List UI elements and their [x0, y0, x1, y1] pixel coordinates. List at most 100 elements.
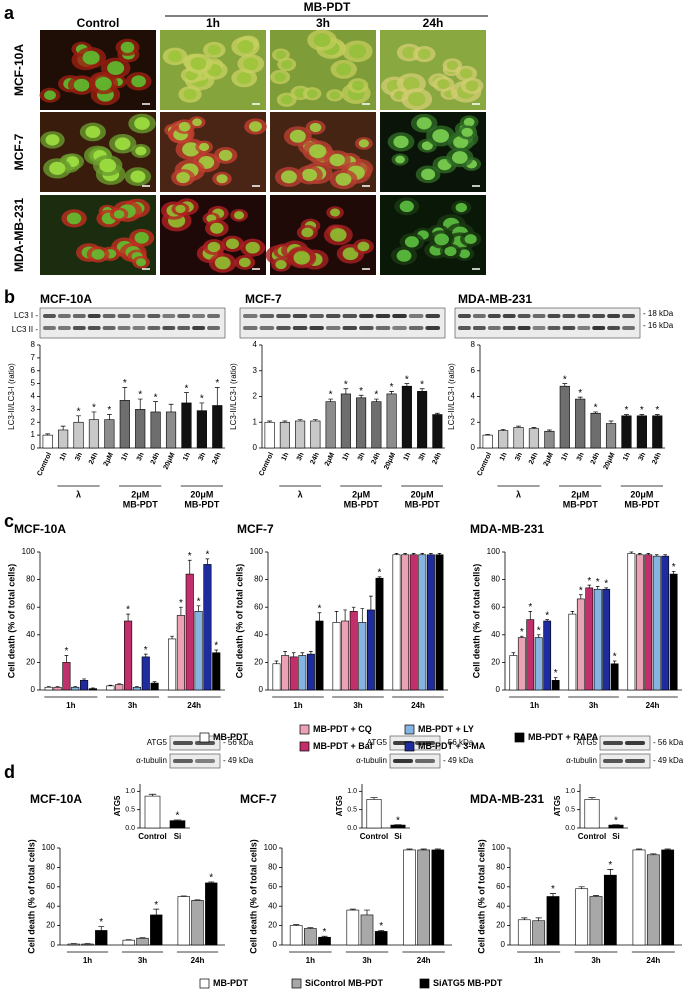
significance-marker: *: [214, 641, 218, 652]
chart-title: MCF-10A: [14, 522, 66, 536]
significance-marker: *: [604, 579, 608, 590]
blot-band: [147, 314, 161, 318]
blot-band: [72, 326, 86, 330]
bar: [401, 554, 410, 691]
blot-band: [309, 314, 324, 318]
blot-band: [325, 314, 341, 318]
blot-band: [162, 326, 176, 330]
blot-band: [87, 314, 101, 318]
error-bar: [137, 398, 143, 410]
cell-nucleus: [134, 232, 149, 244]
y-tick-label: 2: [471, 417, 476, 426]
cell-nucleus: [91, 249, 105, 260]
cell-nucleus: [330, 208, 341, 217]
error-bar: [153, 401, 159, 412]
bar: [205, 882, 218, 946]
error-bar: [98, 926, 105, 931]
error-bar: [205, 558, 210, 565]
bar: [401, 385, 412, 449]
error-bar: [406, 848, 413, 850]
blot-band: [192, 326, 206, 330]
error-bar: [437, 553, 442, 555]
y-tick-label: 4: [253, 340, 258, 349]
cell-nucleus: [336, 63, 352, 76]
cell-nucleus: [130, 170, 146, 183]
legend-label: MB-PDT + CQ: [313, 724, 372, 734]
blot-band: [625, 741, 645, 745]
significance-marker: *: [359, 386, 363, 397]
significance-marker: *: [625, 405, 629, 416]
y-tick-label: 1: [31, 430, 36, 439]
significance-marker: *: [596, 577, 600, 588]
significance-marker: *: [323, 927, 327, 938]
error-bar: [511, 652, 516, 656]
x-tick-label: 1h: [281, 452, 291, 462]
blot-band: [195, 759, 215, 763]
bar: [646, 854, 660, 946]
group-label: 2μM: [352, 489, 370, 499]
y-axis-label: LC3-II/LC3-I (ratio): [7, 363, 16, 430]
bar: [621, 415, 632, 449]
y-tick-label: 7: [31, 353, 36, 362]
blot-band: [342, 314, 358, 318]
blot-label: α-tubulin: [356, 756, 387, 765]
cell-nucleus: [446, 60, 458, 70]
cell-nucleus: [453, 136, 469, 149]
error-bar: [274, 660, 279, 664]
error-bar: [351, 606, 356, 612]
micrograph: [380, 195, 486, 275]
x-tick-label: 3h: [136, 452, 146, 462]
bar: [374, 931, 388, 946]
bar: [603, 874, 617, 946]
blot-band: [425, 314, 440, 318]
western-blot: [39, 307, 226, 339]
blot-band: [607, 326, 621, 330]
x-tick-label: Control: [138, 832, 166, 841]
blot-label: LC3 I -: [14, 311, 38, 320]
error-bar: [394, 553, 399, 555]
blot-band: [102, 326, 116, 330]
cell-nucleus: [330, 228, 347, 242]
significance-marker: *: [405, 374, 409, 385]
bar: [435, 554, 444, 691]
error-bar: [520, 635, 524, 638]
significance-marker: *: [329, 390, 333, 401]
y-tick-label: 0.5: [125, 807, 135, 814]
x-tick-label: 3h: [198, 452, 208, 462]
error-bar: [73, 686, 78, 688]
y-tick-label: 40: [268, 901, 277, 910]
significance-marker: *: [197, 596, 201, 607]
blot-band: [43, 314, 56, 318]
x-tick-label: 1h: [403, 452, 413, 462]
significance-marker: *: [614, 815, 618, 826]
error-bar: [309, 651, 313, 655]
cell-nucleus: [218, 149, 233, 161]
y-tick-label: 80: [46, 863, 55, 872]
y-tick-label: 2: [31, 417, 36, 426]
x-tick-label: 3h: [74, 452, 84, 462]
group-label: 2μM: [131, 489, 149, 499]
x-tick-label: 3h: [514, 452, 524, 462]
group-label: MB-PDT: [563, 499, 598, 509]
bar: [386, 393, 397, 449]
significance-marker: *: [77, 406, 81, 417]
error-bar: [291, 652, 296, 657]
bar: [366, 609, 375, 691]
micrograph: [160, 112, 267, 192]
x-tick-label: 1h: [530, 701, 539, 710]
legend-label: SiATG5 MB-PDT: [433, 978, 503, 988]
bar: [602, 588, 611, 691]
blot-label: - 56 kDa: [443, 738, 474, 747]
micrograph: [39, 30, 156, 110]
cell-nucleus: [437, 79, 450, 90]
y-tick-label: 60: [26, 602, 35, 611]
error-bar: [152, 681, 157, 684]
error-bar: [45, 433, 51, 436]
bar: [318, 936, 331, 946]
error-bar: [604, 587, 608, 590]
bar: [528, 428, 540, 449]
error-bar: [592, 895, 600, 897]
y-tick-label: 20: [268, 921, 277, 930]
error-bar: [122, 387, 128, 401]
y-axis-label: Cell death (% of total cells): [234, 564, 244, 679]
